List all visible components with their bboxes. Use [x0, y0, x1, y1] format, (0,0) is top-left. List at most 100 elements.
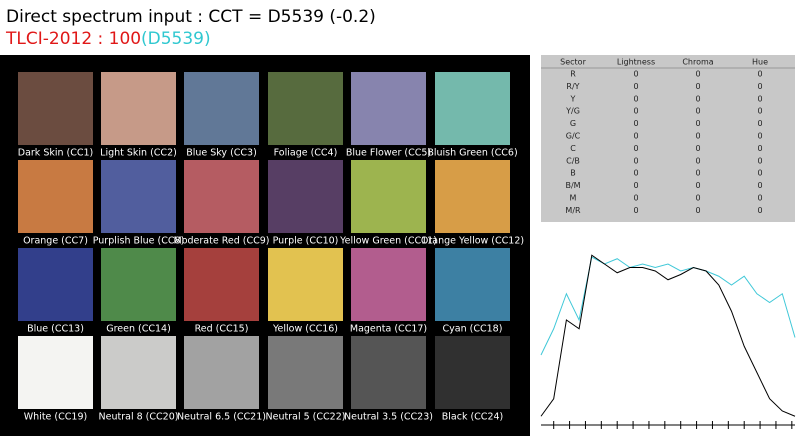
- table-cell: G: [570, 119, 576, 128]
- patch-label: Red (CC15): [195, 324, 249, 335]
- patch-label: Moderate Red (CC9): [174, 236, 270, 247]
- patch-label: Neutral 5 (CC22): [266, 412, 346, 423]
- table-cell: 0: [757, 156, 762, 165]
- color-patch: [351, 336, 426, 409]
- color-patch: [101, 248, 176, 321]
- table-panel: [541, 55, 795, 222]
- patch-label: Light Skin (CC2): [100, 148, 177, 159]
- table-cell: 0: [757, 70, 762, 79]
- table-cell: 0: [757, 194, 762, 203]
- patch-label: Magenta (CC17): [350, 324, 427, 335]
- table-cell: G/C: [566, 132, 581, 141]
- patch-label: Yellow (CC16): [272, 324, 338, 335]
- color-patch: [184, 336, 259, 409]
- table-cell: 0: [757, 144, 762, 153]
- color-patch: [268, 248, 343, 321]
- patch-label: Purple (CC10): [273, 236, 339, 247]
- column-header: Hue: [752, 58, 768, 67]
- color-patch: [268, 336, 343, 409]
- table-cell: 0: [757, 107, 762, 116]
- color-patch: [101, 160, 176, 233]
- table-cell: 0: [695, 181, 700, 190]
- table-cell: C: [570, 144, 576, 153]
- spectrum-line: [540, 254, 796, 417]
- table-cell: 0: [695, 156, 700, 165]
- reference: (D5539): [141, 29, 211, 49]
- color-patch: [184, 248, 259, 321]
- patch-label: Blue Sky (CC3): [186, 148, 257, 159]
- color-patch: [18, 336, 93, 409]
- patch-label: Green (CC14): [106, 324, 171, 335]
- patch-label: Cyan (CC18): [443, 324, 503, 335]
- patch-label: Orange Yellow (CC12): [421, 236, 524, 247]
- table-cell: 0: [695, 194, 700, 203]
- color-patch: [435, 248, 510, 321]
- column-header: Lightness: [617, 58, 655, 67]
- table-cell: 0: [757, 181, 762, 190]
- table-cell: Y/G: [565, 107, 580, 116]
- table-cell: 0: [633, 132, 638, 141]
- table-cell: 0: [695, 144, 700, 153]
- table-cell: 0: [757, 169, 762, 178]
- patch-label: Dark Skin (CC1): [18, 148, 94, 159]
- table-cell: 0: [633, 144, 638, 153]
- patch-label: Neutral 3.5 (CC23): [344, 412, 433, 423]
- patch-label: Yellow Green (CC11): [339, 236, 437, 247]
- color-patch: [351, 248, 426, 321]
- table-cell: M/R: [565, 206, 581, 215]
- table-cell: 0: [695, 119, 700, 128]
- column-header: Chroma: [682, 58, 713, 67]
- patch-label: Neutral 6.5 (CC21): [177, 412, 266, 423]
- table-cell: 0: [633, 107, 638, 116]
- table-cell: 0: [695, 169, 700, 178]
- table-cell: 0: [695, 107, 700, 116]
- table-cell: M: [570, 194, 577, 203]
- column-header: Sector: [560, 58, 586, 67]
- color-patch: [435, 72, 510, 145]
- color-patch: [18, 72, 93, 145]
- color-patch: [18, 160, 93, 233]
- table-cell: 0: [633, 156, 638, 165]
- patch-label: White (CC19): [24, 412, 87, 423]
- table-cell: R/Y: [566, 82, 579, 91]
- color-patch: [351, 160, 426, 233]
- patch-label: Blue Flower (CC5): [346, 148, 431, 159]
- table-cell: 0: [633, 70, 638, 79]
- color-patch: [184, 72, 259, 145]
- color-patch: [184, 160, 259, 233]
- color-patch: [268, 160, 343, 233]
- table-cell: 0: [633, 194, 638, 203]
- table-cell: 0: [633, 181, 638, 190]
- patch-label: Neutral 8 (CC20): [99, 412, 179, 423]
- color-patch: [351, 72, 426, 145]
- patch-label: Foliage (CC4): [274, 148, 338, 159]
- table-cell: 0: [757, 206, 762, 215]
- color-patch: [435, 160, 510, 233]
- color-patch: [18, 248, 93, 321]
- table-cell: 0: [695, 70, 700, 79]
- table-cell: B/M: [565, 181, 580, 190]
- patch-label: Orange (CC7): [23, 236, 88, 247]
- table-cell: 0: [757, 82, 762, 91]
- table-cell: B: [570, 169, 576, 178]
- tlci: TLCI-2012 : 100: [5, 29, 141, 49]
- table-cell: 0: [695, 82, 700, 91]
- color-patch: [101, 336, 176, 409]
- title: Direct spectrum input : CCT = D5539 (-0.…: [6, 7, 376, 27]
- patch-label: Black (CC24): [442, 412, 504, 423]
- table-cell: 0: [633, 82, 638, 91]
- patch-label: Bluish Green (CC6): [427, 148, 517, 159]
- table-cell: 0: [633, 94, 638, 103]
- table-cell: R: [570, 70, 576, 79]
- table-cell: 0: [695, 206, 700, 215]
- table-cell: 0: [695, 132, 700, 141]
- color-patch: [435, 336, 510, 409]
- table-cell: Y: [570, 94, 576, 103]
- table-cell: 0: [633, 206, 638, 215]
- color-patch: [268, 72, 343, 145]
- patch-label: Purplish Blue (CC8): [93, 236, 185, 247]
- table-cell: 0: [757, 119, 762, 128]
- table-cell: 0: [757, 94, 762, 103]
- table-cell: 0: [695, 94, 700, 103]
